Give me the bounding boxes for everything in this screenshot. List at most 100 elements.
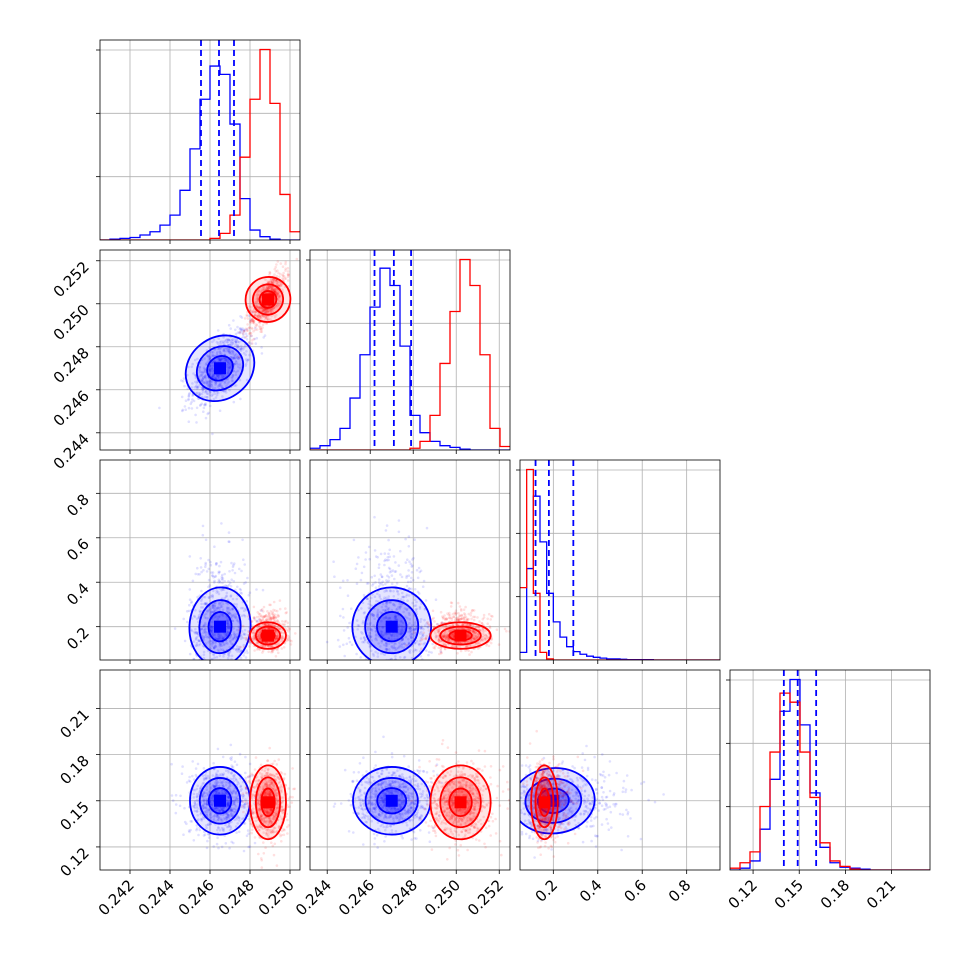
scatter-point [376, 556, 380, 559]
scatter-point [264, 623, 267, 626]
scatter-point [263, 311, 267, 315]
scatter-point [259, 314, 262, 318]
scatter-point [242, 849, 246, 853]
scatter-point [243, 330, 246, 333]
scatter-point [277, 295, 281, 299]
scatter-point [393, 616, 397, 619]
scatter-point [479, 639, 483, 642]
scatter-point [245, 334, 249, 338]
scatter-point [234, 791, 237, 795]
scatter-point [356, 628, 360, 631]
scatter-point [399, 630, 402, 634]
scatter-point [360, 571, 364, 575]
scatter-point [230, 657, 233, 660]
scatter-point [288, 639, 292, 642]
scatter-point [281, 274, 285, 278]
scatter-point [200, 392, 204, 396]
scatter-point [359, 637, 363, 640]
scatter-point [444, 625, 448, 628]
scatter-point [386, 574, 389, 578]
scatter-point [332, 560, 335, 563]
scatter-point [373, 515, 376, 519]
scatter-point [268, 613, 271, 617]
scatter-point [210, 625, 214, 628]
scatter-point [206, 839, 209, 843]
scatter-point [409, 627, 412, 630]
scatter-point [237, 782, 240, 785]
scatter-point [466, 635, 470, 638]
scatter-point [203, 374, 207, 378]
scatter-point [188, 598, 192, 601]
scatter-point [395, 647, 398, 650]
scatter-point [447, 613, 451, 617]
scatter-point [204, 565, 207, 569]
scatter-point [236, 331, 240, 334]
scatter-point [256, 620, 259, 623]
scatter-point [269, 287, 273, 291]
scatter-point [209, 355, 213, 359]
scatter-point [199, 787, 202, 791]
scatter-point [187, 365, 190, 369]
scatter-point [261, 644, 265, 647]
scatter-point [279, 300, 283, 304]
scatter-point [456, 616, 460, 619]
scatter-point [231, 619, 235, 623]
scatter-point [235, 797, 239, 800]
scatter-point [472, 637, 476, 640]
scatter-point [228, 608, 232, 612]
scatter-point [226, 360, 230, 364]
scatter-point [197, 616, 200, 620]
scatter-point [287, 635, 290, 638]
scatter-point [290, 639, 293, 643]
scatter-point [215, 790, 218, 793]
scatter-point [228, 636, 231, 640]
scatter-point [222, 357, 226, 361]
scatter-point [440, 621, 444, 624]
scatter-point [237, 345, 240, 348]
scatter-point [472, 629, 475, 632]
scatter-point [472, 615, 475, 619]
scatter-point [225, 591, 229, 595]
scatter-point [274, 282, 278, 285]
scatter-point [372, 663, 375, 666]
scatter-point [266, 319, 269, 322]
scatter-point [206, 382, 209, 386]
scatter-point [394, 694, 397, 697]
scatter-point [209, 647, 212, 650]
scatter-point [226, 627, 230, 630]
scatter-point [406, 580, 410, 584]
y-tick-label: 0.4 [63, 579, 93, 609]
scatter-point [190, 407, 194, 410]
scatter-point [430, 651, 433, 654]
scatter-point [266, 623, 269, 626]
scatter-point [393, 646, 397, 650]
scatter-point [233, 571, 237, 575]
scatter-point [382, 633, 385, 637]
scatter-point [380, 630, 384, 634]
scatter-point [212, 647, 216, 650]
scatter-point [236, 797, 240, 801]
scatter-point [243, 346, 246, 349]
scatter-point [257, 634, 260, 637]
scatter-point [258, 632, 261, 635]
scatter-point [218, 382, 222, 386]
scatter-point [181, 765, 184, 768]
scatter-point [225, 805, 228, 808]
scatter-point [416, 576, 420, 580]
scatter-point [356, 624, 360, 627]
scatter-point [201, 804, 204, 807]
scatter-point [233, 337, 237, 340]
scatter-point [245, 314, 249, 318]
scatter-point [214, 606, 217, 610]
scatter-point [216, 826, 220, 829]
scatter-point [235, 831, 238, 834]
scatter-point [413, 604, 416, 608]
scatter-point [413, 588, 417, 591]
scatter-point [238, 666, 241, 669]
scatter-point [370, 639, 374, 642]
scatter-point [368, 600, 372, 603]
scatter-point [384, 582, 387, 586]
scatter-point [445, 635, 448, 639]
scatter-point [278, 295, 282, 298]
scatter-point [232, 579, 236, 583]
